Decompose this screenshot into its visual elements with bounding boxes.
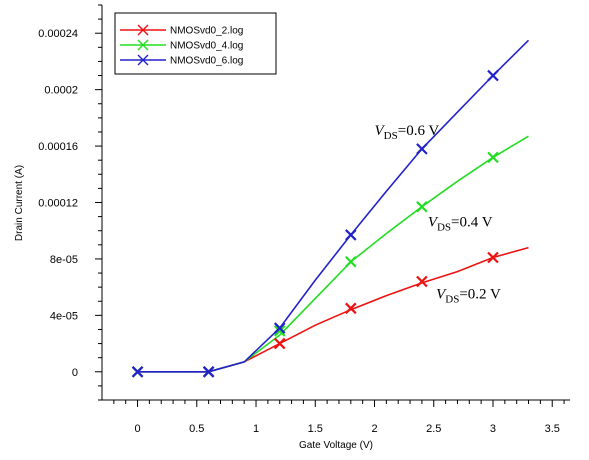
series-1-marker: [273, 337, 286, 350]
x-tick-label: 0: [134, 423, 140, 435]
legend-label: NMOSvd0_6.log: [170, 56, 243, 67]
series-3-marker: [487, 69, 499, 82]
series-2-marker: [273, 325, 286, 337]
x-tick-label: 3.5: [545, 423, 560, 435]
x-tick-label: 1.5: [308, 423, 323, 435]
ticks-layer: 0 0.5 1 1.5 2 2.5 3 3.5 0 4e-05 8e-05 0.00012 0.0001…: [38, 4, 565, 435]
y-axis-title: Drain Current (A): [14, 165, 25, 241]
x-axis-title: Gate Voltage (V): [299, 440, 373, 451]
legend-entry-1: NMOSvd0_2.log: [120, 24, 243, 37]
series-1-marker: [416, 275, 428, 288]
series-2-marker: [487, 151, 499, 164]
vds-annotation-3: VDS=0.2 V: [436, 286, 501, 305]
vds-annotation-1: VDS=0.6 V: [375, 123, 440, 142]
y-tick-label: 0.00016: [38, 141, 78, 153]
y-tick-label: 0: [72, 367, 78, 379]
series-3-marker: [202, 366, 215, 378]
series-2-marker: [345, 255, 357, 268]
legend-entry-3: NMOSvd0_6.log: [120, 54, 243, 67]
x-tick-label: 3: [490, 423, 496, 435]
x-tick-label: 1: [253, 423, 259, 435]
y-tick-label: 4e-05: [50, 310, 78, 322]
legend-label: NMOSvd0_4.log: [170, 41, 243, 52]
series-1-marker: [345, 302, 357, 315]
series-3-marker: [416, 143, 428, 155]
series-1-marker: [487, 251, 499, 264]
y-tick-label: 0.00024: [38, 28, 78, 40]
y-tick-label: 0.00012: [38, 198, 78, 210]
series-3-marker: [131, 366, 144, 378]
legend-entry-2: NMOSvd0_4.log: [120, 39, 243, 52]
x-tick-label: 2.5: [426, 423, 441, 435]
series-layer: [131, 39, 530, 378]
y-tick-label: 8e-05: [50, 254, 78, 266]
y-tick-label: 0.0002: [44, 85, 78, 97]
legend-label: NMOSvd0_2.log: [170, 26, 243, 37]
annotation-layer: VDS=0.6 V VDS=0.4 V VDS=0.2 V: [375, 123, 502, 306]
series-2-marker: [416, 200, 428, 213]
legend: NMOSvd0_2.log NMOSvd0_4.log NMOSvd0_6.log: [114, 12, 277, 75]
vds-annotation-2: VDS=0.4 V: [428, 214, 493, 233]
series-3-marker: [345, 229, 357, 241]
x-tick-label: 2: [371, 423, 377, 435]
series-3-marker: [273, 322, 286, 334]
x-tick-label: 0.5: [189, 423, 204, 435]
